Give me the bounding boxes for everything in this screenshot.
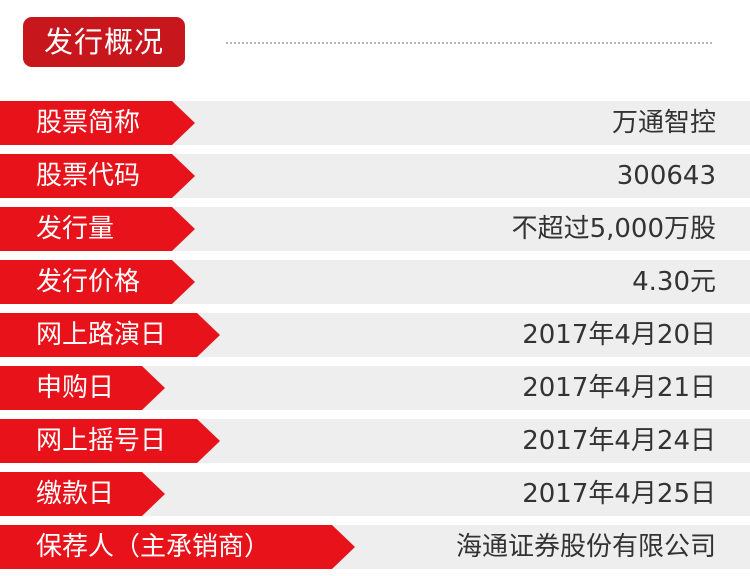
row-label: 网上路演日: [36, 320, 167, 350]
row-value: 2017年4月21日: [522, 373, 716, 403]
row-value: 2017年4月25日: [522, 479, 716, 509]
row-value: 海通证券股份有限公司: [455, 532, 716, 562]
row-label-red-tag: [0, 260, 195, 304]
row-label-red-tag: [0, 525, 355, 569]
section-title-badge: 发行概况: [23, 17, 185, 67]
info-row-stock-short-name: 股票简称 万通智控: [0, 101, 750, 145]
row-value: 4.30元: [632, 267, 716, 297]
info-row-stock-code: 股票代码 300643: [0, 154, 750, 198]
info-row-subscription-date: 申购日 2017年4月21日: [0, 366, 750, 410]
row-label: 申购日: [36, 373, 115, 403]
info-row-lottery-date: 网上摇号日 2017年4月24日: [0, 419, 750, 463]
info-row-sponsor: 保荐人（主承销商） 海通证券股份有限公司: [0, 525, 750, 569]
row-label: 发行价格: [36, 267, 141, 297]
row-label-red-tag: [0, 366, 165, 410]
row-label: 股票代码: [36, 161, 141, 191]
row-label-red-tag: [0, 154, 195, 198]
section-header: 发行概况: [0, 0, 750, 92]
row-label: 保荐人（主承销商）: [36, 532, 271, 562]
row-value: 万通智控: [611, 108, 716, 138]
row-value: 2017年4月24日: [522, 426, 716, 456]
row-value: 300643: [616, 161, 716, 191]
info-row-issue-volume: 发行量 不超过5,000万股: [0, 207, 750, 251]
info-row-issue-price: 发行价格 4.30元: [0, 260, 750, 304]
row-label-red-tag: [0, 472, 165, 516]
row-value: 2017年4月20日: [522, 320, 716, 350]
row-value: 不超过5,000万股: [511, 214, 716, 244]
row-label-red-tag: [0, 419, 220, 463]
row-label: 发行量: [36, 214, 115, 244]
info-row-payment-date: 缴款日 2017年4月25日: [0, 472, 750, 516]
info-row-roadshow-date: 网上路演日 2017年4月20日: [0, 313, 750, 357]
row-label-red-tag: [0, 207, 195, 251]
dotted-divider: [226, 42, 712, 44]
row-label: 股票简称: [36, 108, 141, 138]
row-label-red-tag: [0, 313, 220, 357]
row-label: 网上摇号日: [36, 426, 167, 456]
row-label: 缴款日: [36, 479, 115, 509]
row-label-red-tag: [0, 101, 195, 145]
